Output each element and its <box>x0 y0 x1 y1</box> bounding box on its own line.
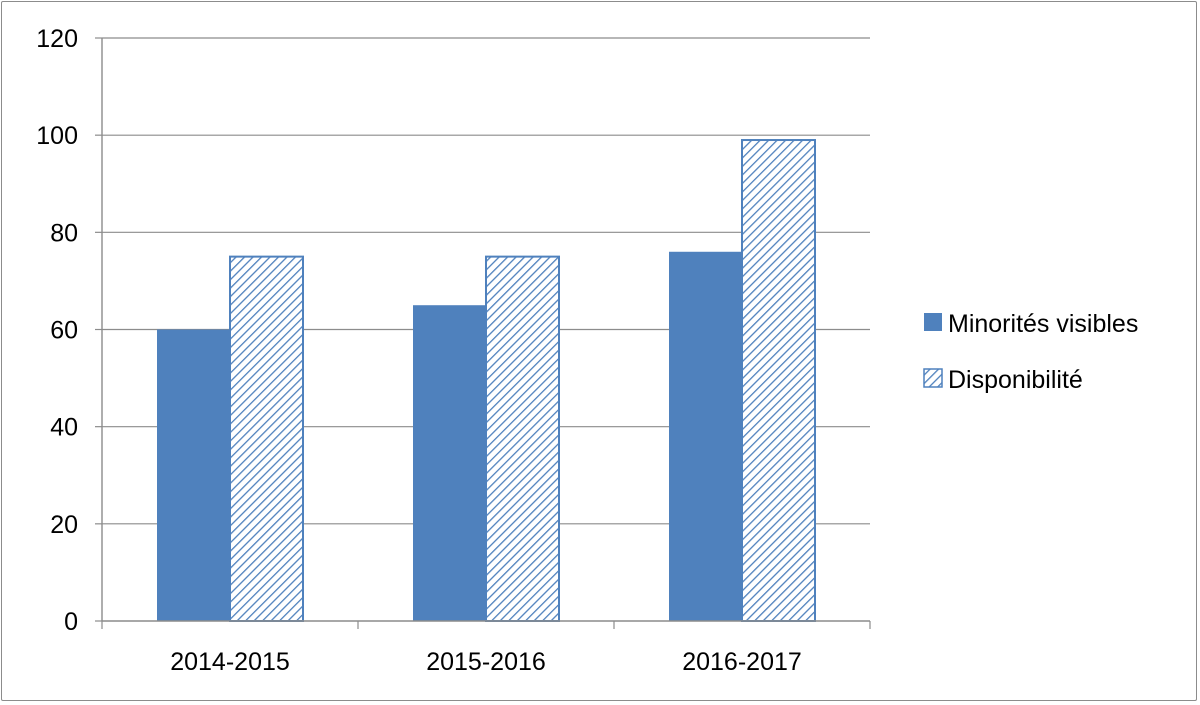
bar-minorites-visibles <box>669 251 742 621</box>
bar-minorites-visibles <box>413 305 486 621</box>
y-tick-labels: 0 20 40 60 80 100 120 <box>36 25 78 636</box>
y-tick-label: 20 <box>50 511 78 539</box>
legend-label: Disponibilité <box>948 366 1083 394</box>
x-tick-label: 2016-2017 <box>682 648 802 676</box>
y-tick-label: 120 <box>36 25 78 53</box>
legend: Minorités visibles Disponibilité <box>923 310 1138 394</box>
bar-disponibilite <box>485 255 560 622</box>
bar-disponibilite <box>229 255 304 622</box>
legend-label: Minorités visibles <box>948 310 1138 338</box>
y-tick-label: 60 <box>50 317 78 345</box>
y-tick-label: 0 <box>64 608 78 636</box>
y-tick-label: 80 <box>50 219 78 247</box>
x-tick-label: 2014-2015 <box>170 648 290 676</box>
bar-disponibilite <box>741 139 816 622</box>
bar-minorites-visibles <box>157 329 230 621</box>
legend-swatch <box>924 313 942 331</box>
x-tick-label: 2015-2016 <box>426 648 546 676</box>
y-tick-label: 40 <box>50 414 78 442</box>
y-tick-label: 100 <box>36 122 78 150</box>
bars <box>157 139 816 622</box>
axes <box>95 37 871 629</box>
legend-swatch <box>923 368 943 388</box>
x-tick-labels: 2014-2015 2015-2016 2016-2017 <box>170 648 802 676</box>
